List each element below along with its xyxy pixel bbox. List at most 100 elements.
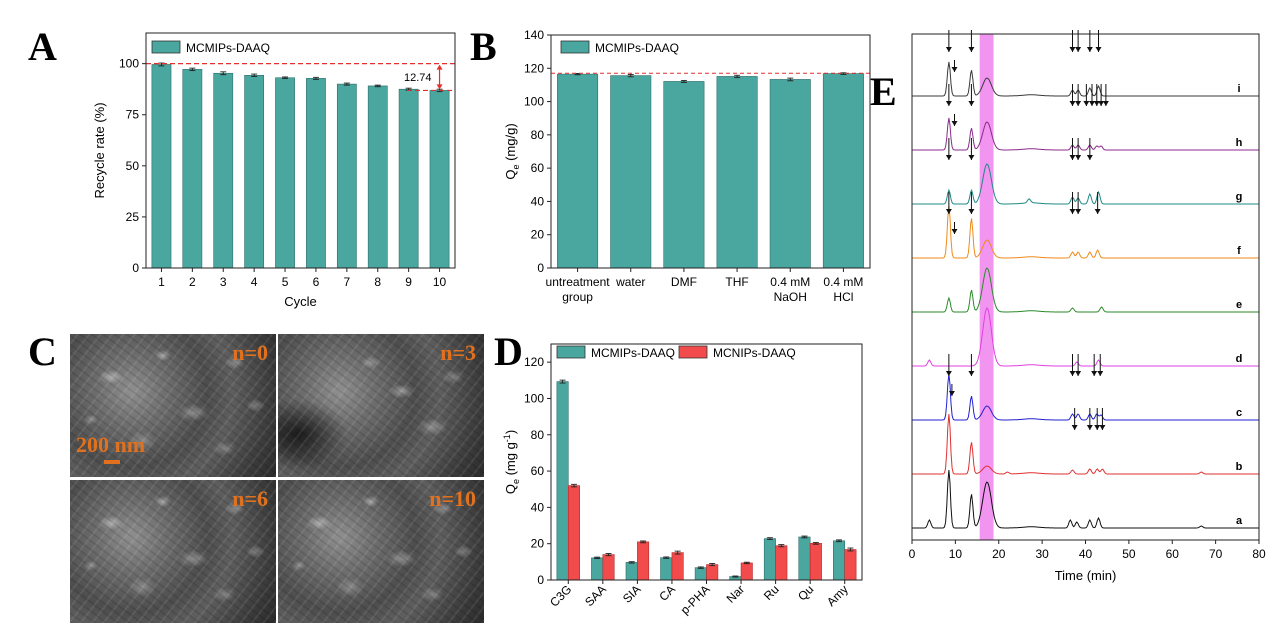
e-peak-arrowhead — [1086, 425, 1093, 430]
e-peak-arrowhead — [945, 47, 952, 52]
a-bar — [306, 78, 326, 269]
e-xlabel: Time (min) — [1055, 568, 1117, 583]
a-xtick-label: 4 — [251, 275, 258, 289]
e-peak-arrowhead — [1097, 371, 1104, 376]
e-trace-f — [912, 205, 1259, 259]
sem-image-n0: n=0 200 nm — [70, 334, 276, 477]
a-bar — [275, 77, 295, 269]
d-legend-label: MCMIPs-DAAQ — [591, 346, 675, 360]
e-peak-arrowhead — [1071, 425, 1078, 430]
e-xtick-label: 20 — [992, 547, 1006, 561]
scale-bar — [104, 460, 120, 464]
e-peak-arrowhead — [1075, 155, 1082, 160]
b-bar — [663, 81, 705, 269]
b-xtick-label: group — [562, 290, 593, 304]
e-peak-arrowhead — [945, 101, 952, 106]
d-bar-mcnips — [775, 545, 788, 581]
d-legend-label: MCNIPs-DAAQ — [713, 346, 796, 360]
d-ytick-label: 100 — [524, 391, 544, 405]
d-xtick-label: Amy — [824, 582, 851, 609]
d-bar-mcmips — [556, 381, 569, 581]
e-peak-arrowhead — [945, 155, 952, 160]
a-legend-swatch — [151, 40, 181, 54]
d-bar-mcnips — [602, 554, 615, 581]
e-peak-arrowhead-small — [951, 67, 958, 72]
panel-letter-a: A — [28, 24, 57, 69]
e-xtick-label: 40 — [1079, 547, 1093, 561]
e-xtick-label: 50 — [1122, 547, 1136, 561]
e-trace-label-h: h — [1236, 137, 1243, 149]
a-xtick-label: 10 — [433, 275, 447, 289]
e-peak-arrowhead-small — [951, 229, 958, 234]
e-peak-arrowhead — [968, 47, 975, 52]
d-bar-mcmips — [625, 562, 638, 581]
sem-image-grid: n=0 200 nm n=3 n=6 n=10 — [70, 334, 484, 624]
e-peak-arrowhead — [1069, 101, 1076, 106]
e-peak-arrowhead — [1069, 371, 1076, 376]
e-trace-h — [912, 117, 1259, 151]
panel-letter-c: C — [28, 329, 57, 374]
b-ytick-label: 100 — [524, 95, 544, 109]
e-xtick-label: 80 — [1252, 547, 1266, 561]
d-legend-swatch — [556, 345, 586, 359]
e-peak-arrowhead — [1086, 155, 1093, 160]
plot-frame — [550, 343, 863, 581]
plot-frame — [145, 32, 456, 269]
d-bar-mcmips — [798, 536, 811, 581]
e-trace-label-g: g — [1236, 191, 1243, 203]
e-peak-arrowhead — [1069, 155, 1076, 160]
b-ytick-label: 20 — [531, 228, 545, 242]
a-xtick-label: 7 — [344, 275, 351, 289]
e-peak-arrowhead — [968, 371, 975, 376]
e-highlight-band — [979, 34, 994, 540]
d-ytick-label: 120 — [524, 355, 544, 369]
e-peak-arrowhead — [1091, 371, 1098, 376]
d-xtick-label: SIA — [620, 582, 644, 606]
e-xtick-label: 0 — [909, 547, 916, 561]
chart-d-selectivity: 0 20 40 60 80 100 120 C3G SAA SIA CA p-PHA Nar Ru Qu Am… — [502, 343, 863, 617]
b-ytick-label: 140 — [524, 28, 544, 42]
a-bar — [429, 90, 450, 269]
d-xtick-label: p-PHA — [678, 582, 713, 617]
b-bar — [822, 73, 864, 269]
e-peak-arrowhead — [1069, 47, 1076, 52]
d-bar-mcnips — [637, 541, 650, 581]
d-bar-mcnips — [671, 552, 684, 581]
a-xtick-label: 9 — [405, 275, 412, 289]
panel-letter-e: E — [870, 69, 897, 114]
panel-letter-d: D — [494, 329, 523, 374]
d-ytick-label: 60 — [531, 464, 545, 478]
a-xlabel: Cycle — [284, 294, 317, 309]
e-peak-arrowhead — [1075, 371, 1082, 376]
d-bar-mcnips — [844, 549, 857, 581]
b-ytick-label: 120 — [524, 61, 544, 75]
e-trace-label-e: e — [1236, 299, 1242, 311]
a-ylabel: Recycle rate (%) — [92, 102, 107, 198]
b-ytick-label: 0 — [537, 261, 544, 275]
e-trace-g — [912, 163, 1259, 205]
b-xtick-label: 0.4 mM — [823, 275, 863, 289]
plot-frame — [550, 34, 871, 269]
e-peak-arrowhead — [1094, 209, 1101, 214]
e-trace-label-a: a — [1236, 515, 1243, 527]
e-peak-arrowhead-small — [948, 391, 955, 396]
sem-label-n3: n=3 — [440, 340, 476, 365]
b-legend-label: MCMIPs-DAAQ — [595, 41, 679, 55]
sem-label-n10: n=10 — [429, 486, 476, 511]
b-xtick-label: untreatment — [546, 275, 611, 289]
e-trace-b — [912, 413, 1259, 475]
sem-image-n6: n=6 — [70, 480, 276, 623]
b-xtick-label: 0.4 mM — [770, 275, 810, 289]
e-peak-arrowhead — [1075, 47, 1082, 52]
e-peak-arrowhead — [1099, 425, 1106, 430]
d-xtick-label: CA — [656, 582, 678, 604]
d-legend-swatch — [678, 345, 708, 359]
a-ytick-label: 50 — [126, 159, 140, 173]
b-bar — [716, 76, 758, 269]
d-ytick-label: 0 — [537, 573, 544, 587]
d-ytick-label: 20 — [531, 537, 545, 551]
e-peak-arrowhead — [945, 371, 952, 376]
a-arrowhead-down — [436, 84, 443, 90]
d-bar-mcnips — [809, 543, 822, 581]
